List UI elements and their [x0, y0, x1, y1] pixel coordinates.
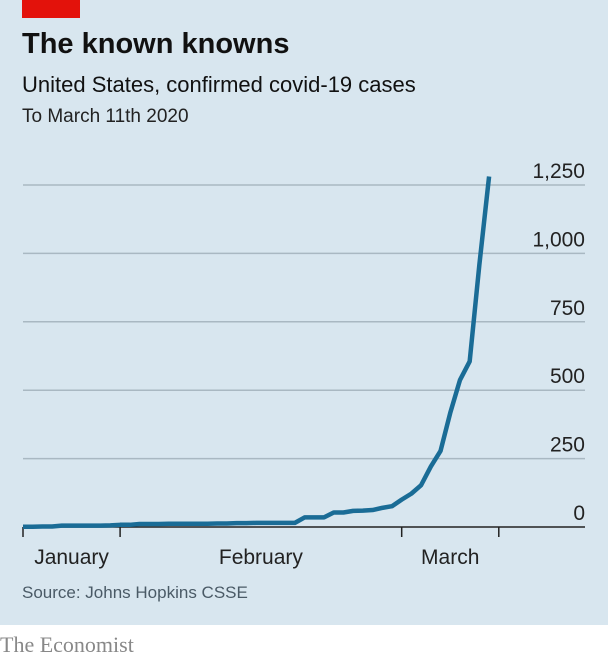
chart-panel — [0, 0, 608, 625]
y-tick-label: 0 — [573, 502, 585, 525]
x-tick-label: January — [34, 546, 109, 569]
chart-date-note: To March 11th 2020 — [22, 106, 189, 127]
x-tick-label: March — [421, 546, 479, 569]
x-tick-label: February — [219, 546, 304, 569]
brand-red-bar — [22, 0, 80, 18]
y-tick-label: 500 — [550, 365, 585, 388]
chart-title: The known knowns — [22, 28, 290, 60]
line-chart: 0 250 500 750 1,000 1,250 January February March — [22, 160, 585, 569]
y-tick-label: 250 — [550, 434, 585, 457]
chart-subtitle: United States, confirmed covid-19 cases — [22, 72, 416, 97]
series-line-confirmed-cases — [23, 176, 492, 529]
economist-logo: The Economist — [0, 632, 134, 657]
y-tick-label: 750 — [550, 297, 585, 320]
y-tick-label: 1,000 — [532, 228, 585, 251]
source-note: Source: Johns Hopkins CSSE — [22, 583, 248, 602]
y-tick-label: 1,250 — [532, 160, 585, 183]
